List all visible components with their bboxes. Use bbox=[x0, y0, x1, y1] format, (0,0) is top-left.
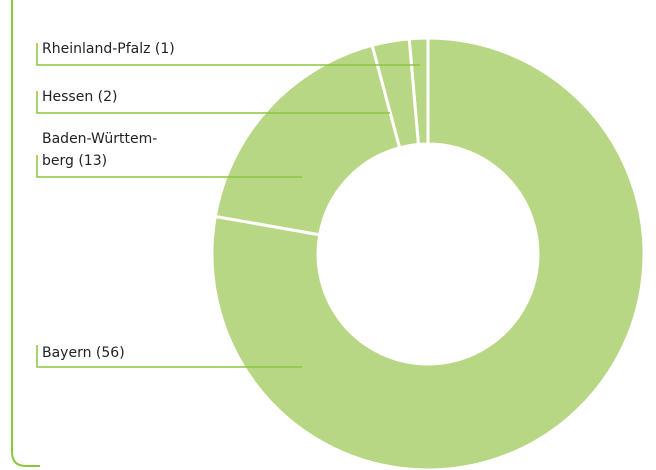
leader-line bbox=[36, 91, 390, 114]
slice-label: Hessen (2) bbox=[42, 89, 118, 105]
slice bbox=[210, 36, 646, 470]
bracket bbox=[11, 0, 40, 467]
slice bbox=[213, 43, 402, 237]
leader-line bbox=[36, 43, 420, 66]
slice-label: Baden-Württem- berg (13) bbox=[42, 131, 158, 169]
leader-line bbox=[36, 155, 302, 178]
slice-label: Rheinland-Pfalz (1) bbox=[42, 41, 175, 57]
slice-label: Bayern (56) bbox=[42, 345, 125, 361]
leader-line bbox=[36, 345, 302, 368]
